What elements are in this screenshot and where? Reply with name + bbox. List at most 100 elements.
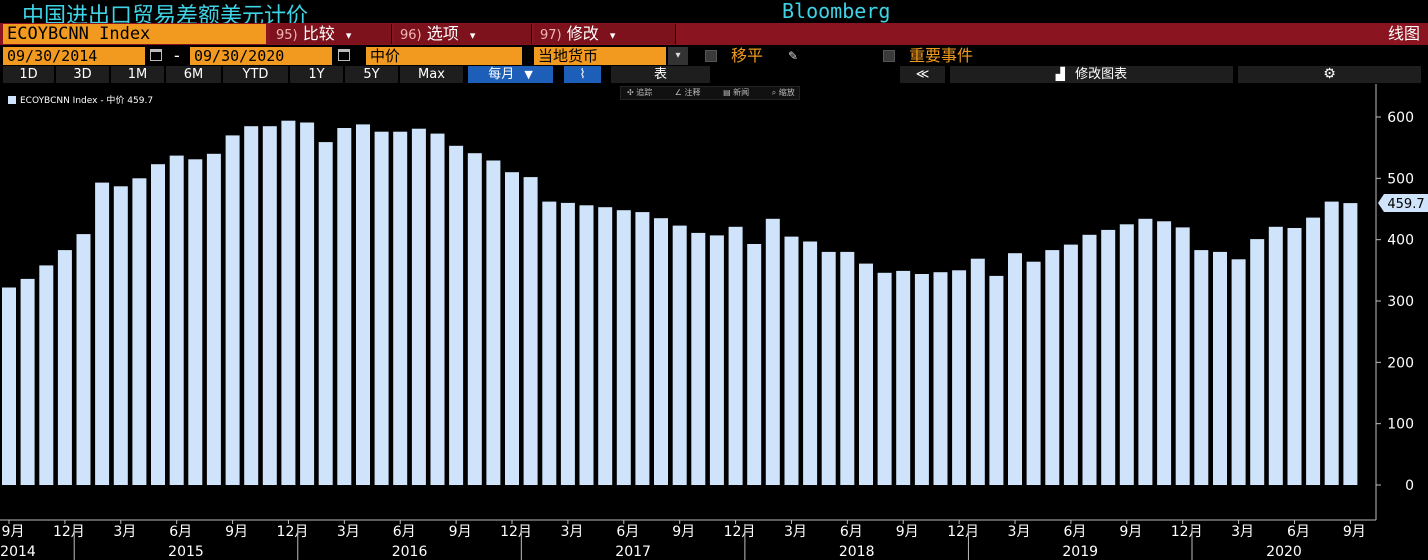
bar bbox=[39, 265, 54, 485]
x-month-label: 9月 bbox=[225, 524, 248, 540]
x-month-label: 3月 bbox=[337, 524, 360, 540]
frequency-label: 每月 bbox=[488, 67, 515, 82]
shift-checkbox[interactable] bbox=[705, 50, 717, 62]
x-month-label: 9月 bbox=[896, 524, 919, 540]
range-1y-button[interactable]: 1Y bbox=[290, 66, 344, 83]
pen-icon[interactable]: ✎ bbox=[788, 49, 799, 63]
bar bbox=[486, 160, 501, 485]
range-5y-button[interactable]: 5Y bbox=[345, 66, 399, 83]
compare-label: 比较 bbox=[302, 24, 335, 43]
range-1d-button[interactable]: 1D bbox=[3, 66, 55, 83]
bar bbox=[449, 145, 464, 486]
options-num: 96) bbox=[400, 28, 422, 43]
x-axis: 9月 12月 3月 6月 9月 12月 3月 6月 9月 12月 3月 6月 9月 12月 3月 6月 9月 12… bbox=[0, 520, 1366, 560]
collapse-button[interactable]: ≪ bbox=[900, 66, 946, 83]
x-year-label: 2016 bbox=[392, 544, 428, 560]
zoom-tool[interactable]: ⌕ 缩放 bbox=[771, 88, 795, 97]
bar bbox=[1343, 203, 1358, 485]
bar bbox=[393, 131, 408, 485]
legend-swatch bbox=[8, 96, 16, 104]
calendar-icon[interactable] bbox=[150, 49, 162, 61]
news-label: 新闻 bbox=[733, 88, 750, 97]
x-month-label: 12月 bbox=[1171, 524, 1203, 540]
bar bbox=[1045, 250, 1060, 485]
x-year-label: 2015 bbox=[168, 544, 204, 560]
bar bbox=[598, 207, 613, 485]
annotate-tool[interactable]: ∠ 注释 bbox=[674, 88, 701, 97]
last-value-marker: 459.7 bbox=[1378, 194, 1428, 213]
bar bbox=[206, 153, 221, 486]
track-tool[interactable]: ✣ 追踪 bbox=[627, 88, 653, 97]
events-checkbox[interactable] bbox=[883, 50, 895, 62]
range-1m-button[interactable]: 1M bbox=[111, 66, 165, 83]
bar bbox=[747, 244, 762, 485]
x-month-label: 12月 bbox=[53, 524, 85, 540]
zoom-label: 缩放 bbox=[778, 88, 795, 97]
x-month-label: 9月 bbox=[672, 524, 695, 540]
x-month-label: 3月 bbox=[1008, 524, 1031, 540]
end-date-field[interactable]: 09/30/2020 bbox=[190, 47, 332, 65]
x-month-label: 6月 bbox=[169, 524, 192, 540]
bar bbox=[151, 164, 165, 485]
chevron-down-icon[interactable]: ▾ bbox=[668, 47, 688, 65]
brand-label: Bloomberg bbox=[782, 0, 891, 23]
bar-chart-icon: ▟ bbox=[1055, 67, 1066, 81]
table-view-button[interactable]: 表 bbox=[611, 66, 711, 83]
currency-select[interactable]: 当地货币 bbox=[534, 47, 666, 65]
y-axis: 0 100 200 300 400 500 600 bbox=[1376, 110, 1414, 494]
modify-label: 修改 bbox=[566, 24, 599, 43]
edit-chart-button[interactable]: ▟ 修改图表 bbox=[950, 66, 1234, 83]
chevron-down-icon: ▾ bbox=[609, 29, 616, 42]
bar bbox=[1101, 229, 1116, 485]
x-year-label: 2014 bbox=[0, 544, 36, 560]
range-6m-button[interactable]: 6M bbox=[166, 66, 222, 83]
y-tick-label: 300 bbox=[1387, 294, 1414, 310]
bar bbox=[1175, 227, 1190, 485]
x-year-label: 2020 bbox=[1266, 544, 1302, 560]
bar bbox=[1138, 218, 1153, 486]
bar bbox=[1119, 224, 1134, 486]
bar bbox=[374, 131, 389, 485]
bar bbox=[1306, 217, 1321, 485]
range-ytd-button[interactable]: YTD bbox=[223, 66, 289, 83]
shift-label: 移平 bbox=[731, 46, 764, 65]
calendar-icon[interactable] bbox=[338, 49, 350, 61]
track-label: 追踪 bbox=[636, 88, 653, 97]
bar bbox=[225, 135, 240, 485]
start-date-field[interactable]: 09/30/2014 bbox=[3, 47, 145, 65]
x-year-label: 2018 bbox=[839, 544, 875, 560]
bar bbox=[1082, 234, 1097, 485]
edit-chart-label: 修改图表 bbox=[1075, 67, 1128, 82]
news-tool[interactable]: ▤ 新闻 bbox=[723, 88, 750, 97]
range-max-button[interactable]: Max bbox=[400, 66, 464, 83]
x-month-label: 6月 bbox=[616, 524, 639, 540]
y-tick-label: 0 bbox=[1405, 478, 1414, 494]
chart-mini-toolbar: ✣ 追踪 ∠ 注释 ▤ 新闻 ⌕ 缩放 bbox=[620, 86, 800, 100]
bar bbox=[635, 212, 650, 485]
x-month-label: 3月 bbox=[560, 524, 583, 540]
bar bbox=[989, 275, 1004, 485]
bar bbox=[1287, 228, 1302, 485]
frequency-select[interactable]: 每月 ▼ bbox=[468, 66, 554, 83]
bar bbox=[579, 205, 594, 486]
modify-num: 97) bbox=[540, 28, 562, 43]
ticker-input[interactable]: ECOYBCNN Index bbox=[3, 24, 266, 44]
options-button[interactable]: 96) 选项 ▾ bbox=[394, 24, 532, 44]
bar bbox=[1063, 244, 1078, 485]
bar bbox=[523, 177, 538, 485]
price-type-select[interactable]: 中价 bbox=[366, 47, 522, 65]
view-type-label[interactable]: 线图 bbox=[1387, 24, 1420, 43]
modify-button[interactable]: 97) 修改 ▾ bbox=[534, 24, 676, 44]
x-month-label: 3月 bbox=[1231, 524, 1254, 540]
line-chart-icon: ⌇ bbox=[579, 67, 586, 82]
x-month-label: 6月 bbox=[393, 524, 416, 540]
x-month-label: 12月 bbox=[724, 524, 756, 540]
compare-button[interactable]: 95) 比较 ▾ bbox=[270, 24, 392, 44]
bar bbox=[691, 232, 706, 485]
bar bbox=[933, 272, 948, 485]
x-month-label: 12月 bbox=[500, 524, 532, 540]
range-3d-button[interactable]: 3D bbox=[56, 66, 110, 83]
line-chart-mode-button[interactable]: ⌇ bbox=[564, 66, 602, 83]
settings-button[interactable]: ⚙ bbox=[1238, 66, 1422, 83]
